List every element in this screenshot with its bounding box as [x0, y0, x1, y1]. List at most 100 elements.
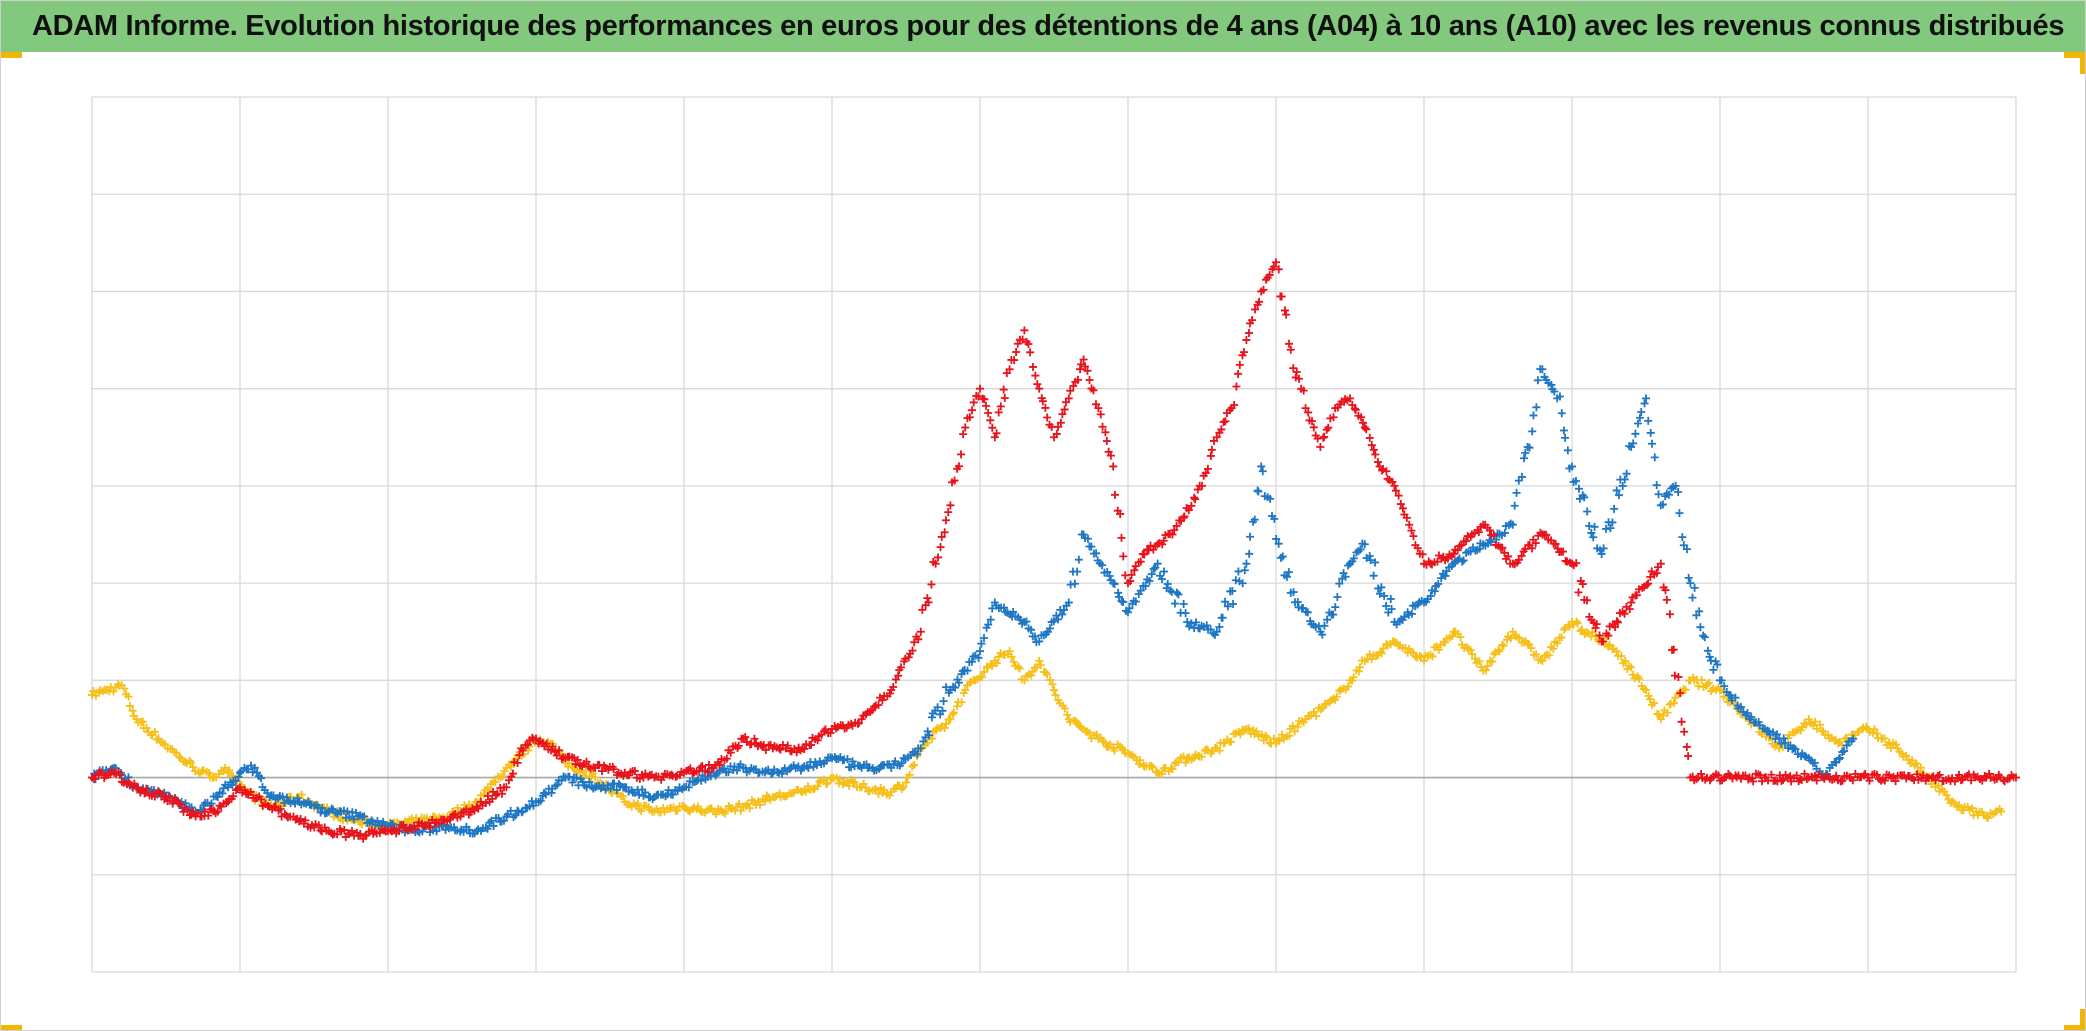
data-point-trail [1252, 727, 1261, 736]
data-point-trail [1016, 615, 1025, 624]
data-point-trail [688, 769, 697, 778]
data-point-trail [684, 806, 693, 815]
data-point-trail [1498, 543, 1507, 552]
data-point-trail [508, 769, 517, 778]
data-point-trail [1840, 747, 1849, 756]
data-point-trail [1474, 528, 1483, 537]
data-point-trail [499, 816, 508, 825]
data-point [236, 768, 244, 777]
data-point-trail [1022, 617, 1031, 626]
data-point-trail [1517, 472, 1526, 481]
data-point-trail [641, 788, 650, 797]
data-point-trail [835, 775, 844, 784]
data-point-trail [489, 821, 498, 830]
data-point-trail [1085, 728, 1094, 737]
data-point-trail [601, 785, 610, 794]
data-point-trail [1448, 632, 1457, 641]
data-point-trail [1533, 376, 1542, 385]
data-point-trail [1440, 638, 1449, 647]
data-point-trail [1699, 631, 1708, 640]
data-point-trail [897, 759, 906, 768]
data-point-trail [1026, 348, 1035, 357]
data-point-trail [899, 783, 908, 792]
data-point-trail [1756, 771, 1765, 780]
data-point-trail [518, 746, 527, 755]
data-point-trail [937, 532, 946, 541]
data-point [990, 433, 999, 442]
data-point-trail [1527, 644, 1536, 653]
data-point-trail [1646, 428, 1655, 437]
data-point-trail [980, 667, 989, 676]
data-point-trail [1599, 637, 1608, 646]
data-point-trail [357, 820, 366, 829]
data-point-trail [1676, 689, 1685, 698]
data-point-trail [1652, 569, 1661, 578]
data-point-trail [231, 776, 240, 785]
data-point-trail [996, 402, 1005, 411]
data-point-trail [977, 639, 986, 648]
data-point-trail [1913, 770, 1922, 779]
data-point [1242, 336, 1251, 345]
data-point-trail [1578, 580, 1587, 589]
data-point-trail [1954, 770, 1963, 779]
data-point-trail [1101, 428, 1110, 437]
data-point-trail [1525, 443, 1534, 452]
data-point-trail [703, 768, 712, 777]
data-point-trail [1661, 586, 1670, 595]
data-point-trail [318, 804, 327, 813]
data-point-trail [1250, 515, 1259, 524]
data-point-trail [606, 784, 615, 793]
data-point-trail [1066, 386, 1075, 395]
data-point-trail [1255, 297, 1264, 306]
data-point-trail [1160, 567, 1169, 576]
data-point [1642, 394, 1650, 403]
data-point-trail [1434, 645, 1443, 654]
data-point-trail [609, 765, 618, 774]
data-point-trail [1009, 607, 1018, 616]
data-point-trail [637, 807, 646, 816]
data-point [1035, 656, 1044, 665]
data-point-trail [1235, 360, 1244, 369]
data-point-trail [1684, 573, 1693, 582]
data-point-trail [813, 736, 822, 745]
data-point-trail [1511, 631, 1519, 640]
data-point-trail [1147, 570, 1156, 579]
data-point-trail [1266, 494, 1275, 503]
data-point-trail [1357, 413, 1366, 422]
data-point-trail [1207, 445, 1216, 454]
data-point-trail [1466, 547, 1475, 556]
data-point-trail [1483, 662, 1492, 671]
data-point-trail [1027, 625, 1035, 634]
data-point-trail [172, 748, 181, 757]
data-point-trail [1545, 651, 1554, 660]
data-point-trail [1223, 602, 1232, 611]
corner-mark-right-edge [2080, 52, 2086, 74]
data-point-trail [1373, 458, 1382, 467]
data-point-trail [1547, 380, 1556, 389]
data-point-trail [843, 755, 852, 764]
data-point-trail [1654, 490, 1663, 499]
data-point-trail [1835, 753, 1844, 762]
data-point-trail [1356, 545, 1365, 554]
data-point-trail [1426, 591, 1435, 600]
data-point-trail [1098, 422, 1107, 431]
data-point-trail [1203, 464, 1212, 473]
data-point-trail [1335, 579, 1344, 588]
data-point-trail [874, 700, 883, 709]
data-point-trail [639, 773, 648, 782]
data-point-trail [999, 603, 1008, 612]
data-point-trail [1299, 386, 1308, 395]
data-point-trail [897, 663, 906, 672]
data-point-trail [1379, 644, 1388, 653]
data-point-trail [735, 799, 744, 808]
data-point-trail [296, 815, 305, 824]
data-point-trail [1697, 769, 1706, 778]
data-point [946, 501, 955, 510]
data-point-trail [1304, 408, 1313, 417]
data-point [1849, 734, 1858, 743]
data-point-trail [582, 766, 591, 775]
data-point-trail [1591, 623, 1600, 632]
data-point-trail [963, 666, 972, 675]
data-point-trail [1769, 728, 1778, 737]
data-point-trail [1234, 567, 1243, 576]
